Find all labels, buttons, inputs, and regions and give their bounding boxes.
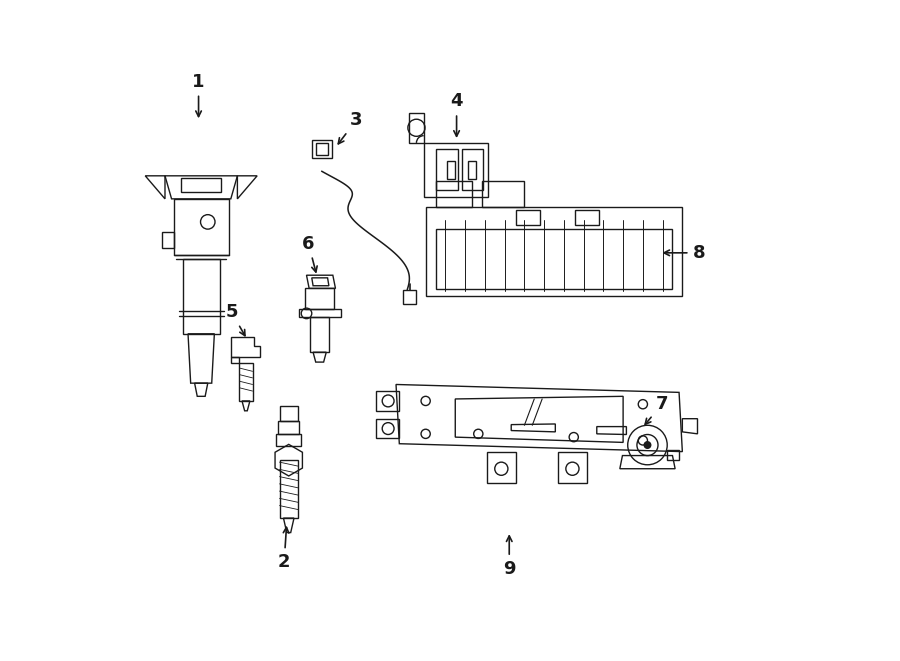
Text: 6: 6 bbox=[302, 235, 317, 272]
Text: 4: 4 bbox=[450, 93, 463, 136]
Text: 5: 5 bbox=[225, 303, 245, 336]
Text: 1: 1 bbox=[193, 73, 205, 116]
Text: 9: 9 bbox=[503, 536, 516, 578]
Circle shape bbox=[644, 442, 651, 448]
Text: 7: 7 bbox=[645, 395, 668, 424]
Text: 3: 3 bbox=[338, 111, 363, 144]
Text: 8: 8 bbox=[664, 244, 705, 262]
Text: 2: 2 bbox=[278, 527, 291, 571]
